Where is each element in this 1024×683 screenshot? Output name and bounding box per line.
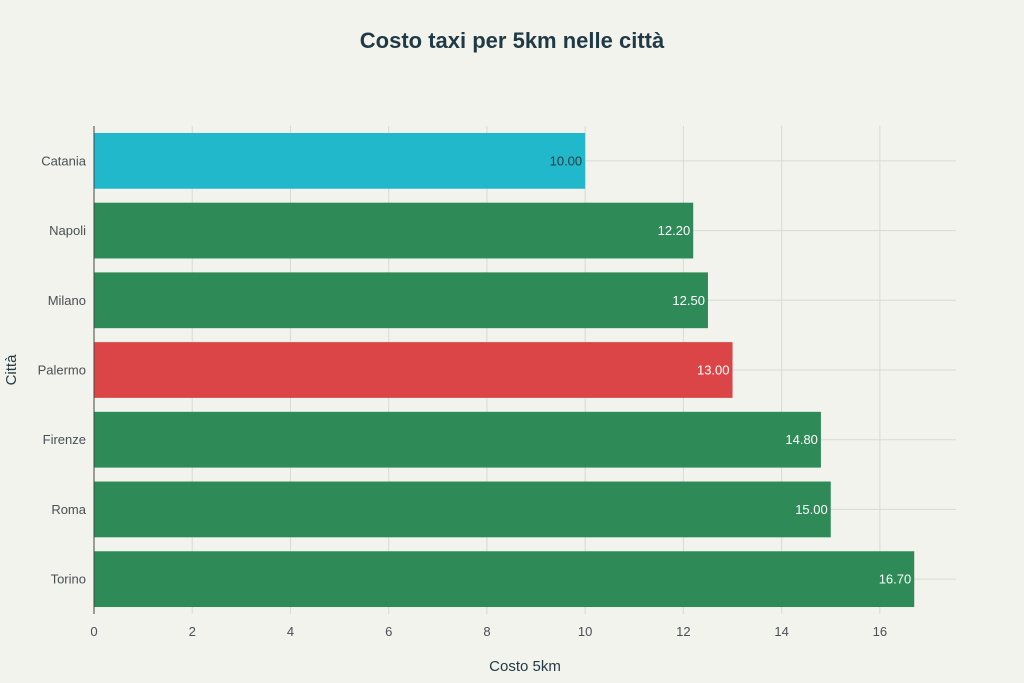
- x-tick-label: 10: [578, 624, 592, 639]
- bars: [94, 132, 915, 608]
- y-tick-label: Milano: [48, 293, 86, 308]
- data-label-torino: 16.70: [879, 572, 912, 587]
- x-tick-label: 12: [676, 624, 690, 639]
- x-tick-label: 4: [287, 624, 294, 639]
- x-tick-label: 0: [90, 624, 97, 639]
- data-label-milano: 12.50: [672, 293, 705, 308]
- bar-roma: [94, 481, 831, 538]
- bar-milano: [94, 272, 708, 329]
- x-axis-title: Costo 5km: [489, 658, 561, 675]
- bar-torino: [94, 551, 915, 608]
- labels: 0 2 4 6 8 10 12 14 16 Catania 10.00 Napoli 12.20 Mila…: [38, 153, 912, 639]
- bar-palermo: [94, 342, 733, 398]
- y-tick-label: Torino: [51, 572, 86, 587]
- data-label-catania: 10.00: [550, 153, 583, 168]
- bar-napoli: [94, 202, 694, 259]
- data-label-roma: 15.00: [795, 502, 828, 517]
- y-tick-label: Roma: [51, 502, 86, 517]
- data-label-palermo: 13.00: [697, 363, 730, 378]
- data-label-napoli: 12.20: [658, 223, 691, 238]
- x-tick-label: 2: [189, 624, 196, 639]
- y-tick-label: Palermo: [38, 363, 86, 378]
- x-tick-label: 8: [483, 624, 490, 639]
- y-axis-title: Città: [3, 354, 20, 386]
- x-tick-label: 6: [385, 624, 392, 639]
- chart-title: Costo taxi per 5km nelle città: [359, 28, 665, 53]
- x-tick-label: 16: [873, 624, 887, 639]
- y-tick-label: Napoli: [49, 223, 86, 238]
- data-label-firenze: 14.80: [785, 432, 818, 447]
- y-tick-label: Catania: [41, 153, 87, 168]
- bar-firenze: [94, 411, 821, 468]
- y-tick-label: Firenze: [43, 432, 86, 447]
- bar-catania: [94, 132, 586, 189]
- x-tick-label: 14: [774, 624, 788, 639]
